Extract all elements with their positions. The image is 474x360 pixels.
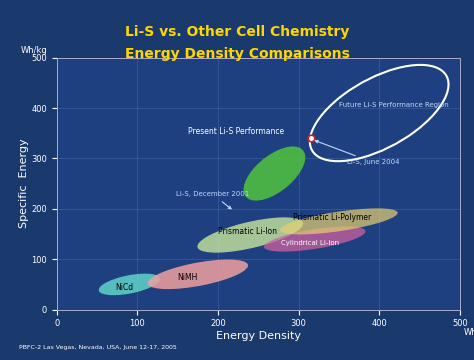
Text: Future Li-S Performance Region: Future Li-S Performance Region: [339, 103, 449, 108]
Text: Wh/kg: Wh/kg: [21, 46, 47, 55]
Text: Li-S, June 2004: Li-S, June 2004: [315, 140, 400, 166]
Text: Li-S vs. Other Cell Chemistry: Li-S vs. Other Cell Chemistry: [125, 25, 349, 39]
Text: Cylindrical Li-Ion: Cylindrical Li-Ion: [281, 240, 339, 246]
Text: SION: SION: [399, 334, 426, 343]
Text: NiCd: NiCd: [115, 283, 133, 292]
Text: Wh/L: Wh/L: [464, 327, 474, 336]
Text: Present Li-S Performance: Present Li-S Performance: [188, 127, 284, 136]
Text: Prismatic Li-Ion: Prismatic Li-Ion: [218, 227, 277, 236]
Text: Prismatic Li-Polymer: Prismatic Li-Polymer: [293, 213, 371, 222]
Ellipse shape: [264, 226, 365, 252]
Text: PBFC-2 Las Vegas, Nevada, USA, June 12-17, 2005: PBFC-2 Las Vegas, Nevada, USA, June 12-1…: [19, 345, 177, 350]
Ellipse shape: [244, 147, 305, 201]
Text: Energy Density Comparisons: Energy Density Comparisons: [125, 47, 349, 61]
Text: NiMH: NiMH: [178, 273, 198, 282]
Ellipse shape: [148, 260, 248, 289]
Ellipse shape: [280, 208, 398, 234]
Text: POWER: POWER: [398, 347, 427, 353]
Text: Li-S, December 2001: Li-S, December 2001: [176, 191, 249, 209]
Ellipse shape: [198, 217, 303, 253]
X-axis label: Energy Density: Energy Density: [216, 331, 301, 341]
Ellipse shape: [99, 274, 160, 295]
Y-axis label: Specific  Energy: Specific Energy: [18, 139, 28, 228]
